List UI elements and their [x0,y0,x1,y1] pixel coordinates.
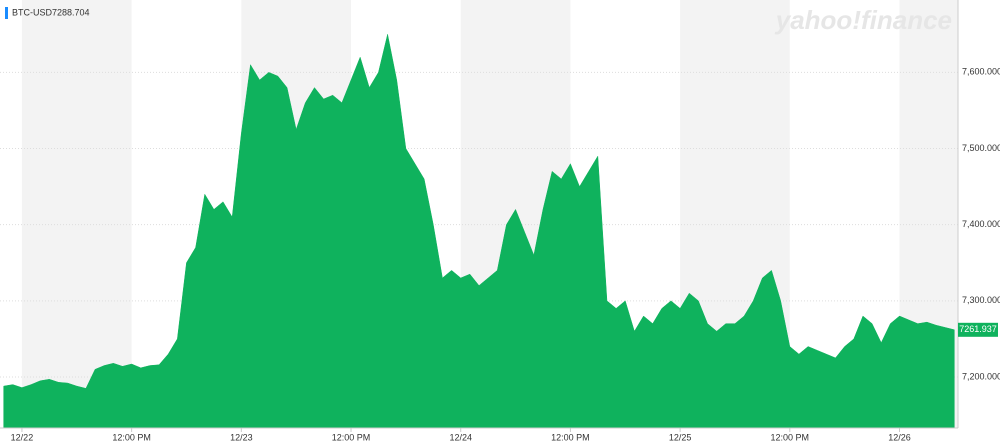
legend-marker [5,7,8,19]
last-value-label: 7261.937 [959,324,997,334]
logo: yahoo!finance [774,5,952,35]
time-band [21,0,132,428]
legend-value: 7288.704 [52,7,90,17]
x-tick-label: 12/26 [888,432,911,442]
y-tick-label: 7,600.000 [962,67,1000,77]
x-tick-label: 12/24 [449,432,472,442]
x-tick-label: 12:00 PM [332,432,371,442]
legend-name: BTC-USD [12,7,52,17]
price-area [3,34,955,429]
last-value-box [958,322,998,337]
x-tick-label: 12:00 PM [551,432,590,442]
x-tick-label: 12:00 PM [771,432,810,442]
x-tick-label: 12/22 [11,432,34,442]
y-tick-label: 7,300.000 [962,295,1000,305]
y-tick-label: 7,200.000 [962,371,1000,381]
x-tick-label: 12:00 PM [112,432,151,442]
x-tick-label: 12/25 [669,432,692,442]
y-tick-label: 7,400.000 [962,219,1000,229]
x-tick-label: 12/23 [230,432,253,442]
y-tick-label: 7,500.000 [962,143,1000,153]
